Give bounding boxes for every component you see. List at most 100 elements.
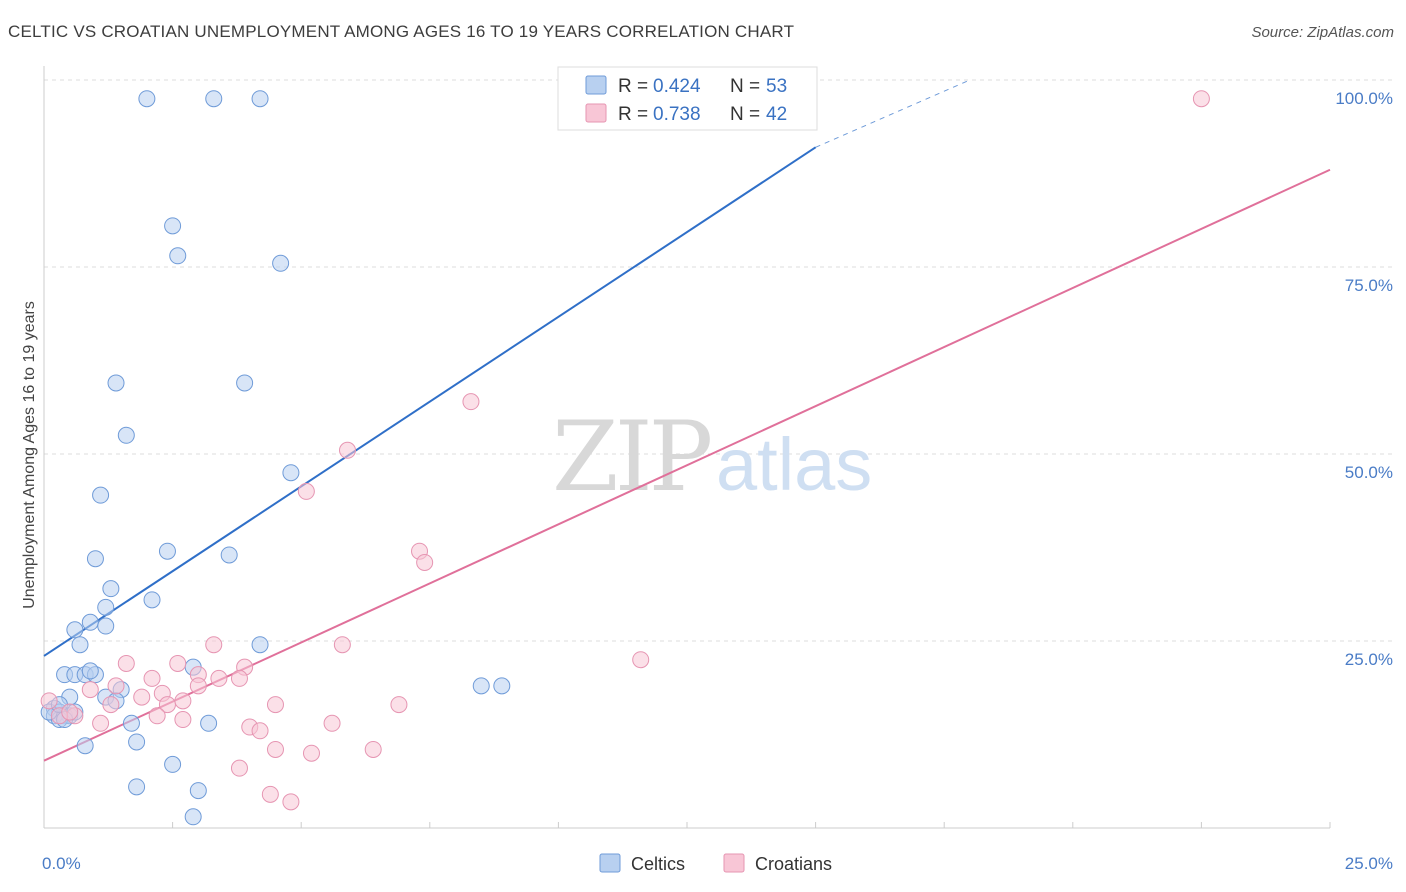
legend-croatians-swatch	[723, 853, 745, 873]
data-point	[282, 464, 300, 482]
data-point	[220, 546, 238, 564]
data-point	[251, 636, 269, 654]
y-tick-label: 50.0%	[1345, 463, 1393, 482]
series-croatians	[40, 90, 1210, 811]
celtics-trend-line	[43, 146, 817, 657]
data-point	[205, 636, 223, 654]
data-point	[122, 714, 140, 732]
stats-legend: R = 0.424 N = 53 R = 0.738 N = 42	[557, 66, 818, 131]
celtics-n-label: N =	[730, 76, 760, 97]
x-tick-label: 0.0%	[42, 854, 81, 873]
data-point	[102, 696, 120, 714]
y-tick-label: 75.0%	[1345, 276, 1393, 295]
data-point	[143, 669, 161, 687]
data-point	[462, 393, 480, 411]
data-point	[338, 441, 356, 459]
croatians-n-label: N =	[730, 104, 760, 125]
croatians-swatch	[585, 103, 607, 123]
chart-title: CELTIC VS CROATIAN UNEMPLOYMENT AMONG AG…	[8, 22, 795, 41]
data-point	[164, 217, 182, 235]
data-point	[189, 677, 207, 695]
data-point	[200, 714, 218, 732]
data-point	[174, 711, 192, 729]
data-point	[251, 722, 269, 740]
data-point	[632, 651, 650, 669]
source-label: Source: ZipAtlas.com	[1251, 24, 1394, 41]
celtics-swatch	[585, 75, 607, 95]
data-point	[493, 677, 511, 695]
data-point	[97, 598, 115, 616]
data-point	[81, 662, 99, 680]
data-point	[272, 254, 290, 272]
watermark: ZIP atlas	[552, 401, 872, 513]
data-point	[251, 90, 269, 108]
data-point	[297, 482, 315, 500]
croatians-r-value: 0.738	[653, 104, 701, 125]
x-tick-label: 25.0%	[1345, 854, 1393, 873]
data-point	[107, 677, 125, 695]
celtics-r-label: R =	[618, 76, 648, 97]
data-point	[81, 613, 99, 631]
croatians-n-value: 42	[766, 104, 787, 125]
grid	[44, 79, 1392, 642]
data-point	[189, 782, 207, 800]
data-point	[266, 696, 284, 714]
data-point	[236, 374, 254, 392]
data-point	[158, 542, 176, 560]
legend-celtics-swatch	[599, 853, 621, 873]
data-point	[102, 580, 120, 598]
data-point	[71, 636, 89, 654]
data-point	[333, 636, 351, 654]
data-point	[266, 740, 284, 758]
data-point	[107, 374, 125, 392]
data-point	[1192, 90, 1210, 108]
data-point	[66, 621, 84, 639]
data-point	[230, 669, 248, 687]
series-legend: Celtics Croatians	[599, 853, 832, 874]
data-point	[133, 688, 151, 706]
data-point	[128, 778, 146, 796]
data-points	[40, 90, 1210, 826]
data-point	[472, 677, 490, 695]
y-tick-label: 25.0%	[1345, 650, 1393, 669]
celtics-trend-extension	[815, 79, 971, 148]
data-point	[128, 733, 146, 751]
tick-labels: 25.0% 50.0% 75.0% 100.0% 0.0% 25.0%	[42, 89, 1393, 873]
data-point	[117, 654, 135, 672]
data-point	[261, 785, 279, 803]
data-point	[76, 737, 94, 755]
data-point	[323, 714, 341, 732]
data-point	[143, 591, 161, 609]
data-point	[174, 692, 192, 710]
data-point	[86, 550, 104, 568]
data-point	[97, 617, 115, 635]
trend-lines	[43, 79, 1331, 762]
data-point	[169, 247, 187, 265]
croatians-trend-line	[43, 168, 1331, 762]
watermark-atlas: atlas	[716, 423, 872, 506]
legend-celtics-label: Celtics	[631, 854, 685, 874]
data-point	[164, 755, 182, 773]
data-point	[92, 714, 110, 732]
data-point	[92, 486, 110, 504]
data-point	[61, 703, 79, 721]
data-point	[302, 744, 320, 762]
legend-croatians-label: Croatians	[755, 854, 832, 874]
data-point	[184, 808, 202, 826]
y-axis-title: Unemployment Among Ages 16 to 19 years	[21, 301, 38, 609]
croatians-r-label: R =	[618, 104, 648, 125]
data-point	[169, 654, 187, 672]
celtics-r-value: 0.424	[653, 76, 701, 97]
data-point	[210, 669, 228, 687]
data-point	[138, 90, 156, 108]
data-point	[81, 681, 99, 699]
data-point	[230, 759, 248, 777]
data-point	[364, 740, 382, 758]
celtics-n-value: 53	[766, 76, 787, 97]
data-point	[282, 793, 300, 811]
data-point	[148, 707, 166, 725]
watermark-zip: ZIP	[552, 401, 711, 513]
data-point	[40, 692, 58, 710]
data-point	[416, 553, 434, 571]
data-point	[205, 90, 223, 108]
